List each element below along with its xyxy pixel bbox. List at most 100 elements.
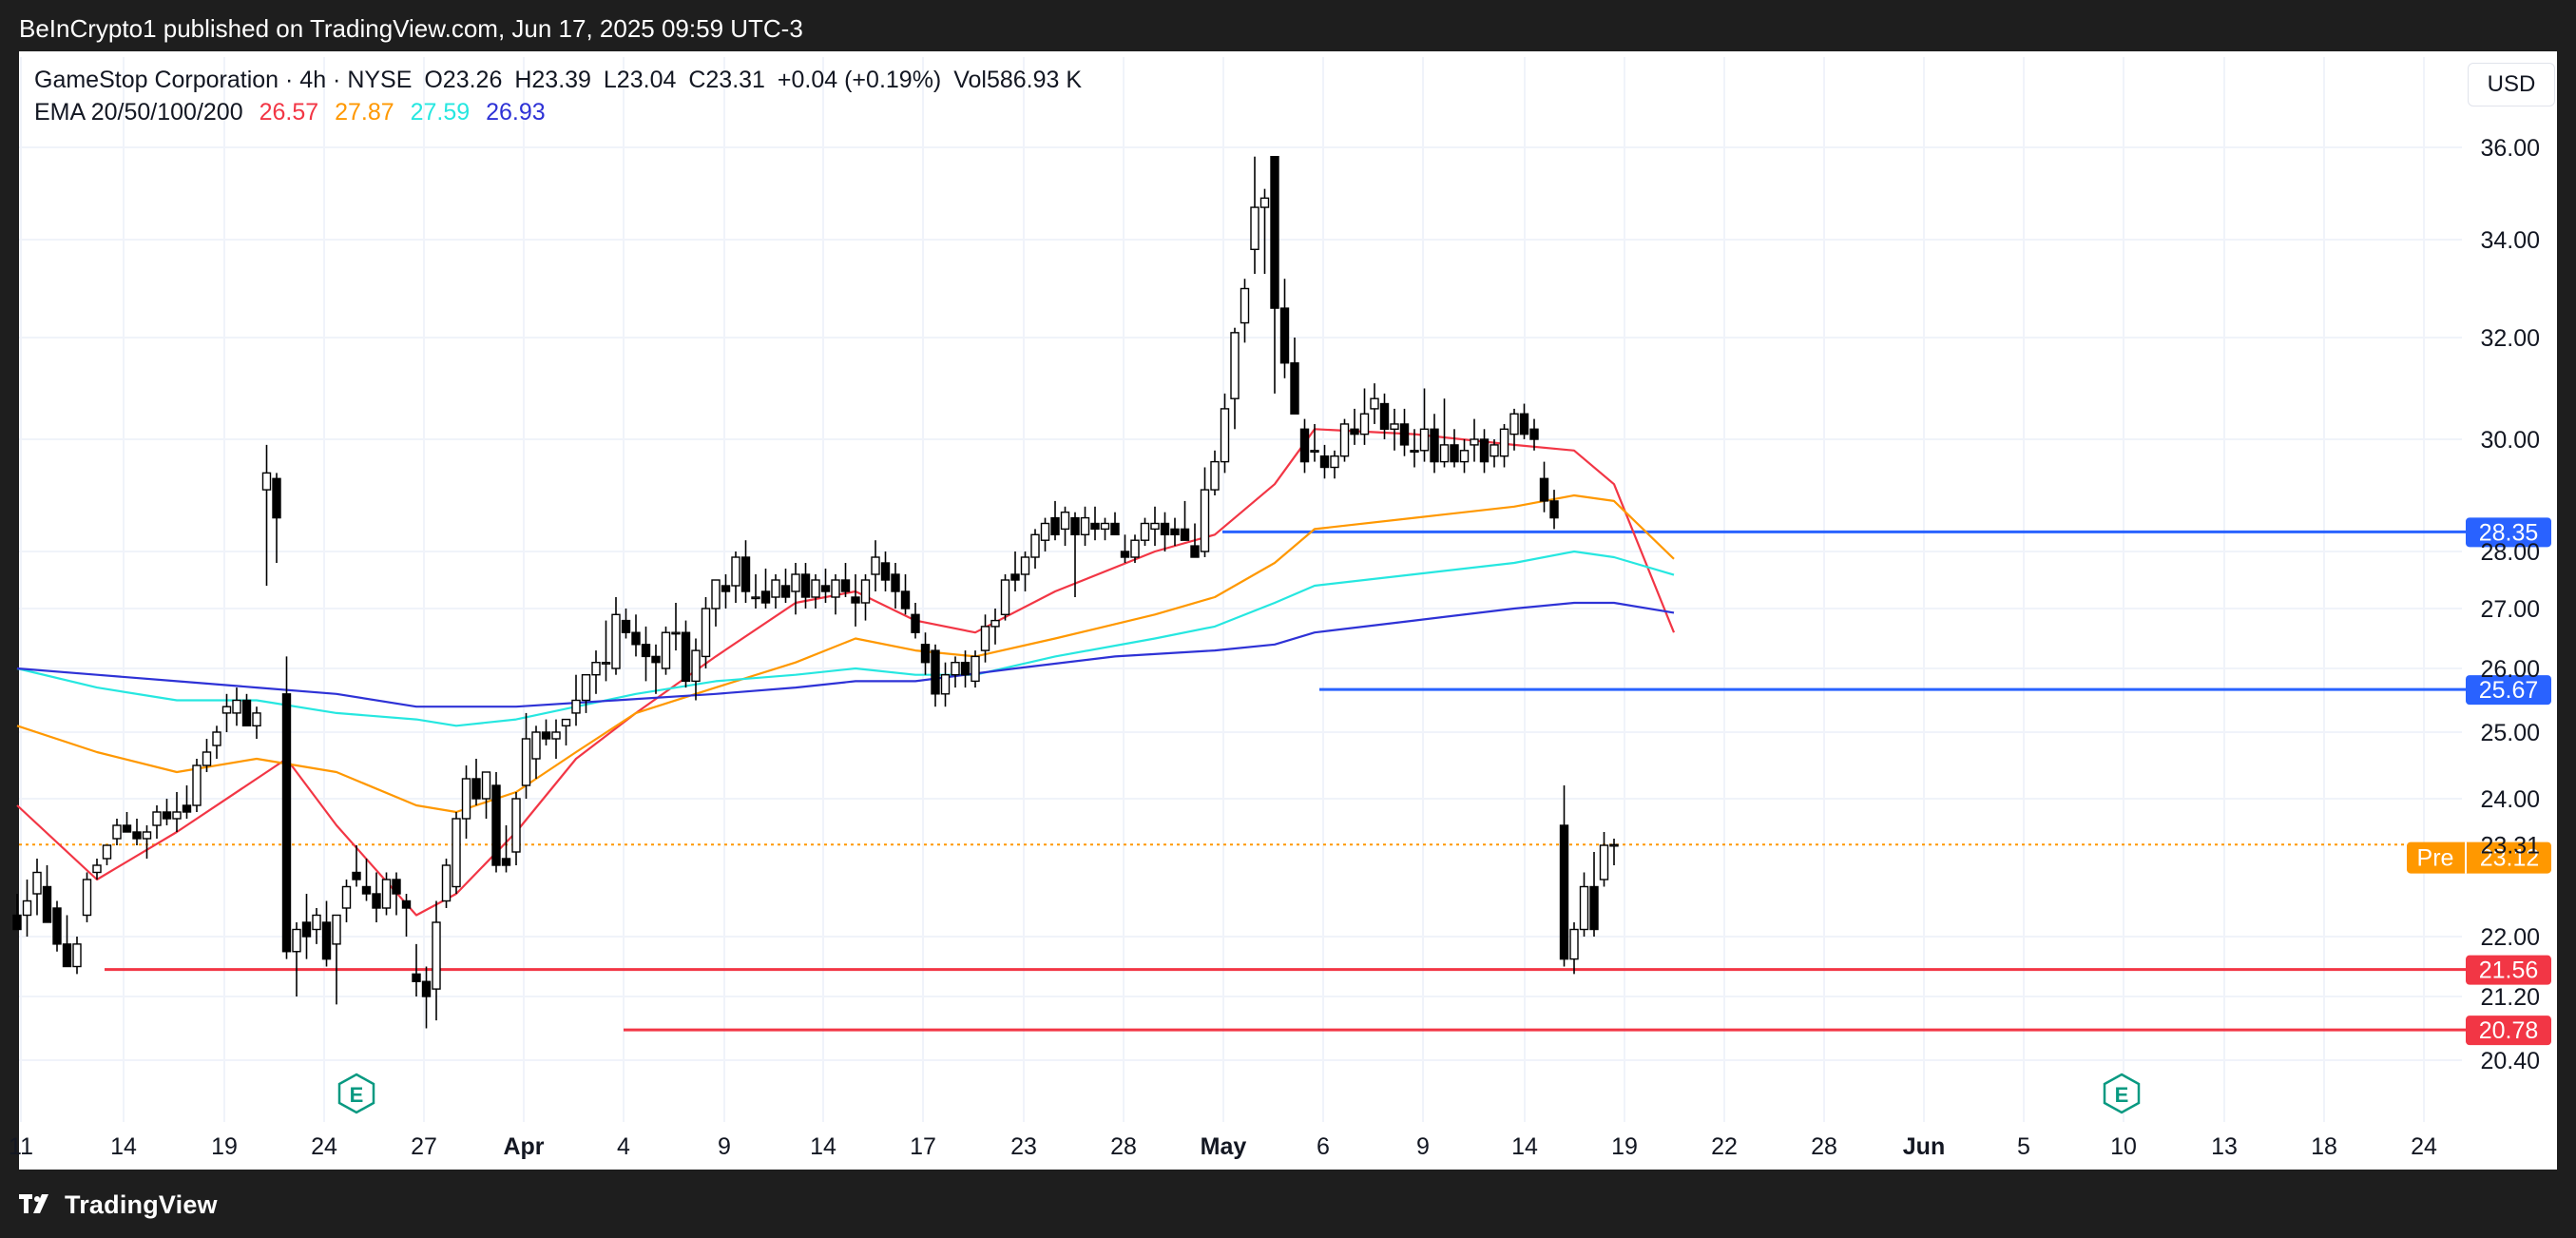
candle-body-up [551,731,561,740]
candle [1519,403,1529,439]
time-axis[interactable]: 11 14 19 24 27 Apr 4 9 14 17 23 28 May 6 9 14 19 22 28 Jun 5… [9,1133,2437,1160]
earnings-marker[interactable]: E [2103,1073,2141,1114]
candle-body-up [1459,450,1470,463]
candle [252,706,261,739]
candle-body-down [1270,155,1279,309]
candle [561,718,571,745]
candle [1050,500,1060,541]
currency-button[interactable]: USD [2468,63,2555,106]
candle-body-up [1130,539,1140,558]
candle [1399,408,1410,456]
candle-body-down [960,662,971,676]
x-tick-label: 14 [110,1133,137,1160]
candle-body-down [401,899,412,909]
candle-body-down [1090,522,1100,531]
x-tick-label: 10 [2110,1133,2137,1160]
candle-body-down [1190,545,1200,558]
candle [581,674,591,713]
x-tick-label: 28 [1811,1133,1837,1160]
earnings-marker-label: E [350,1083,364,1107]
candle [1290,338,1299,415]
candle-body-up [1200,489,1210,552]
candle-body-down [471,778,481,800]
candle [1499,423,1509,468]
candle [1150,506,1160,547]
candle-body-up [1370,397,1379,410]
candle [212,725,221,759]
candle [631,614,641,657]
candle [401,894,412,937]
x-tick-label: 14 [1511,1133,1538,1160]
candle-body-down [541,731,551,740]
candle-body-down [162,811,172,820]
candle-body-up [860,579,871,604]
candle [261,444,272,586]
ema-label[interactable]: EMA 20/50/100/200 [34,99,243,126]
candle [312,908,321,944]
candle-body-up [432,921,441,990]
candle [880,551,891,591]
candle-body-up [1359,413,1370,435]
candle [611,597,621,675]
candle [1190,523,1200,558]
candle-body-down [42,885,52,923]
candle [1529,418,1539,451]
y-tick-label: 20.40 [2480,1048,2540,1074]
candle-body-down [840,579,851,592]
candle [1180,500,1190,541]
candle-body-down [1539,477,1549,502]
candle [1459,439,1470,474]
candle-body-down [891,573,900,592]
x-tick-label: 4 [617,1133,630,1160]
candle-body-down [272,477,281,519]
candle [771,574,780,609]
y-tick-label: 27.00 [2480,596,2540,623]
candle [332,914,341,1005]
candle-body-down [182,804,192,813]
candle-body-up [452,818,461,888]
candle-body-up [1259,197,1270,208]
candle [182,785,192,819]
candle-body-up [1490,444,1499,457]
chart-panel[interactable] [19,51,2557,1170]
low-value: L23.04 [603,67,677,93]
candle [272,473,281,563]
candle-body-up [661,631,671,669]
earnings-marker-label: E [2115,1083,2129,1107]
candle-body-up [1609,843,1619,847]
candle [1240,279,1250,343]
tradingview-logo[interactable]: TradingView [19,1188,218,1222]
candle [1390,408,1399,451]
x-tick-label: Jun [1903,1133,1945,1160]
candle [491,772,501,873]
candle [711,579,721,627]
candle-body-up [531,731,541,760]
ema20-value: 26.57 [259,99,319,126]
candle-body-up [1040,522,1050,541]
price-axis[interactable]: 36.00 34.00 32.00 30.00 28.00 27.00 26.00 25.00… [2480,135,2540,1074]
candle-body-down [880,562,891,581]
candle-body-up [1330,455,1339,469]
candle-body-down [392,879,401,895]
candle-body-up [441,864,452,902]
candle [32,859,42,916]
candle-body-up [571,699,581,714]
ema200-value: 26.93 [486,99,546,126]
candle-body-up [1210,460,1220,491]
candle [162,799,172,825]
candle-body-down [851,596,860,604]
candle [1259,188,1270,275]
candle-body-up [871,556,880,575]
candle-body-up [731,556,740,587]
earnings-marker[interactable]: E [337,1073,375,1114]
candle [372,872,381,922]
y-tick-label: 24.00 [2480,786,2540,813]
candle-body-up [481,771,491,800]
x-tick-label: 24 [2411,1133,2437,1160]
candle [361,859,372,901]
candle-body-down [1350,428,1359,435]
candle-body-up [511,798,521,853]
symbol-label[interactable]: GameStop Corporation · 4h · NYSE [34,67,413,93]
